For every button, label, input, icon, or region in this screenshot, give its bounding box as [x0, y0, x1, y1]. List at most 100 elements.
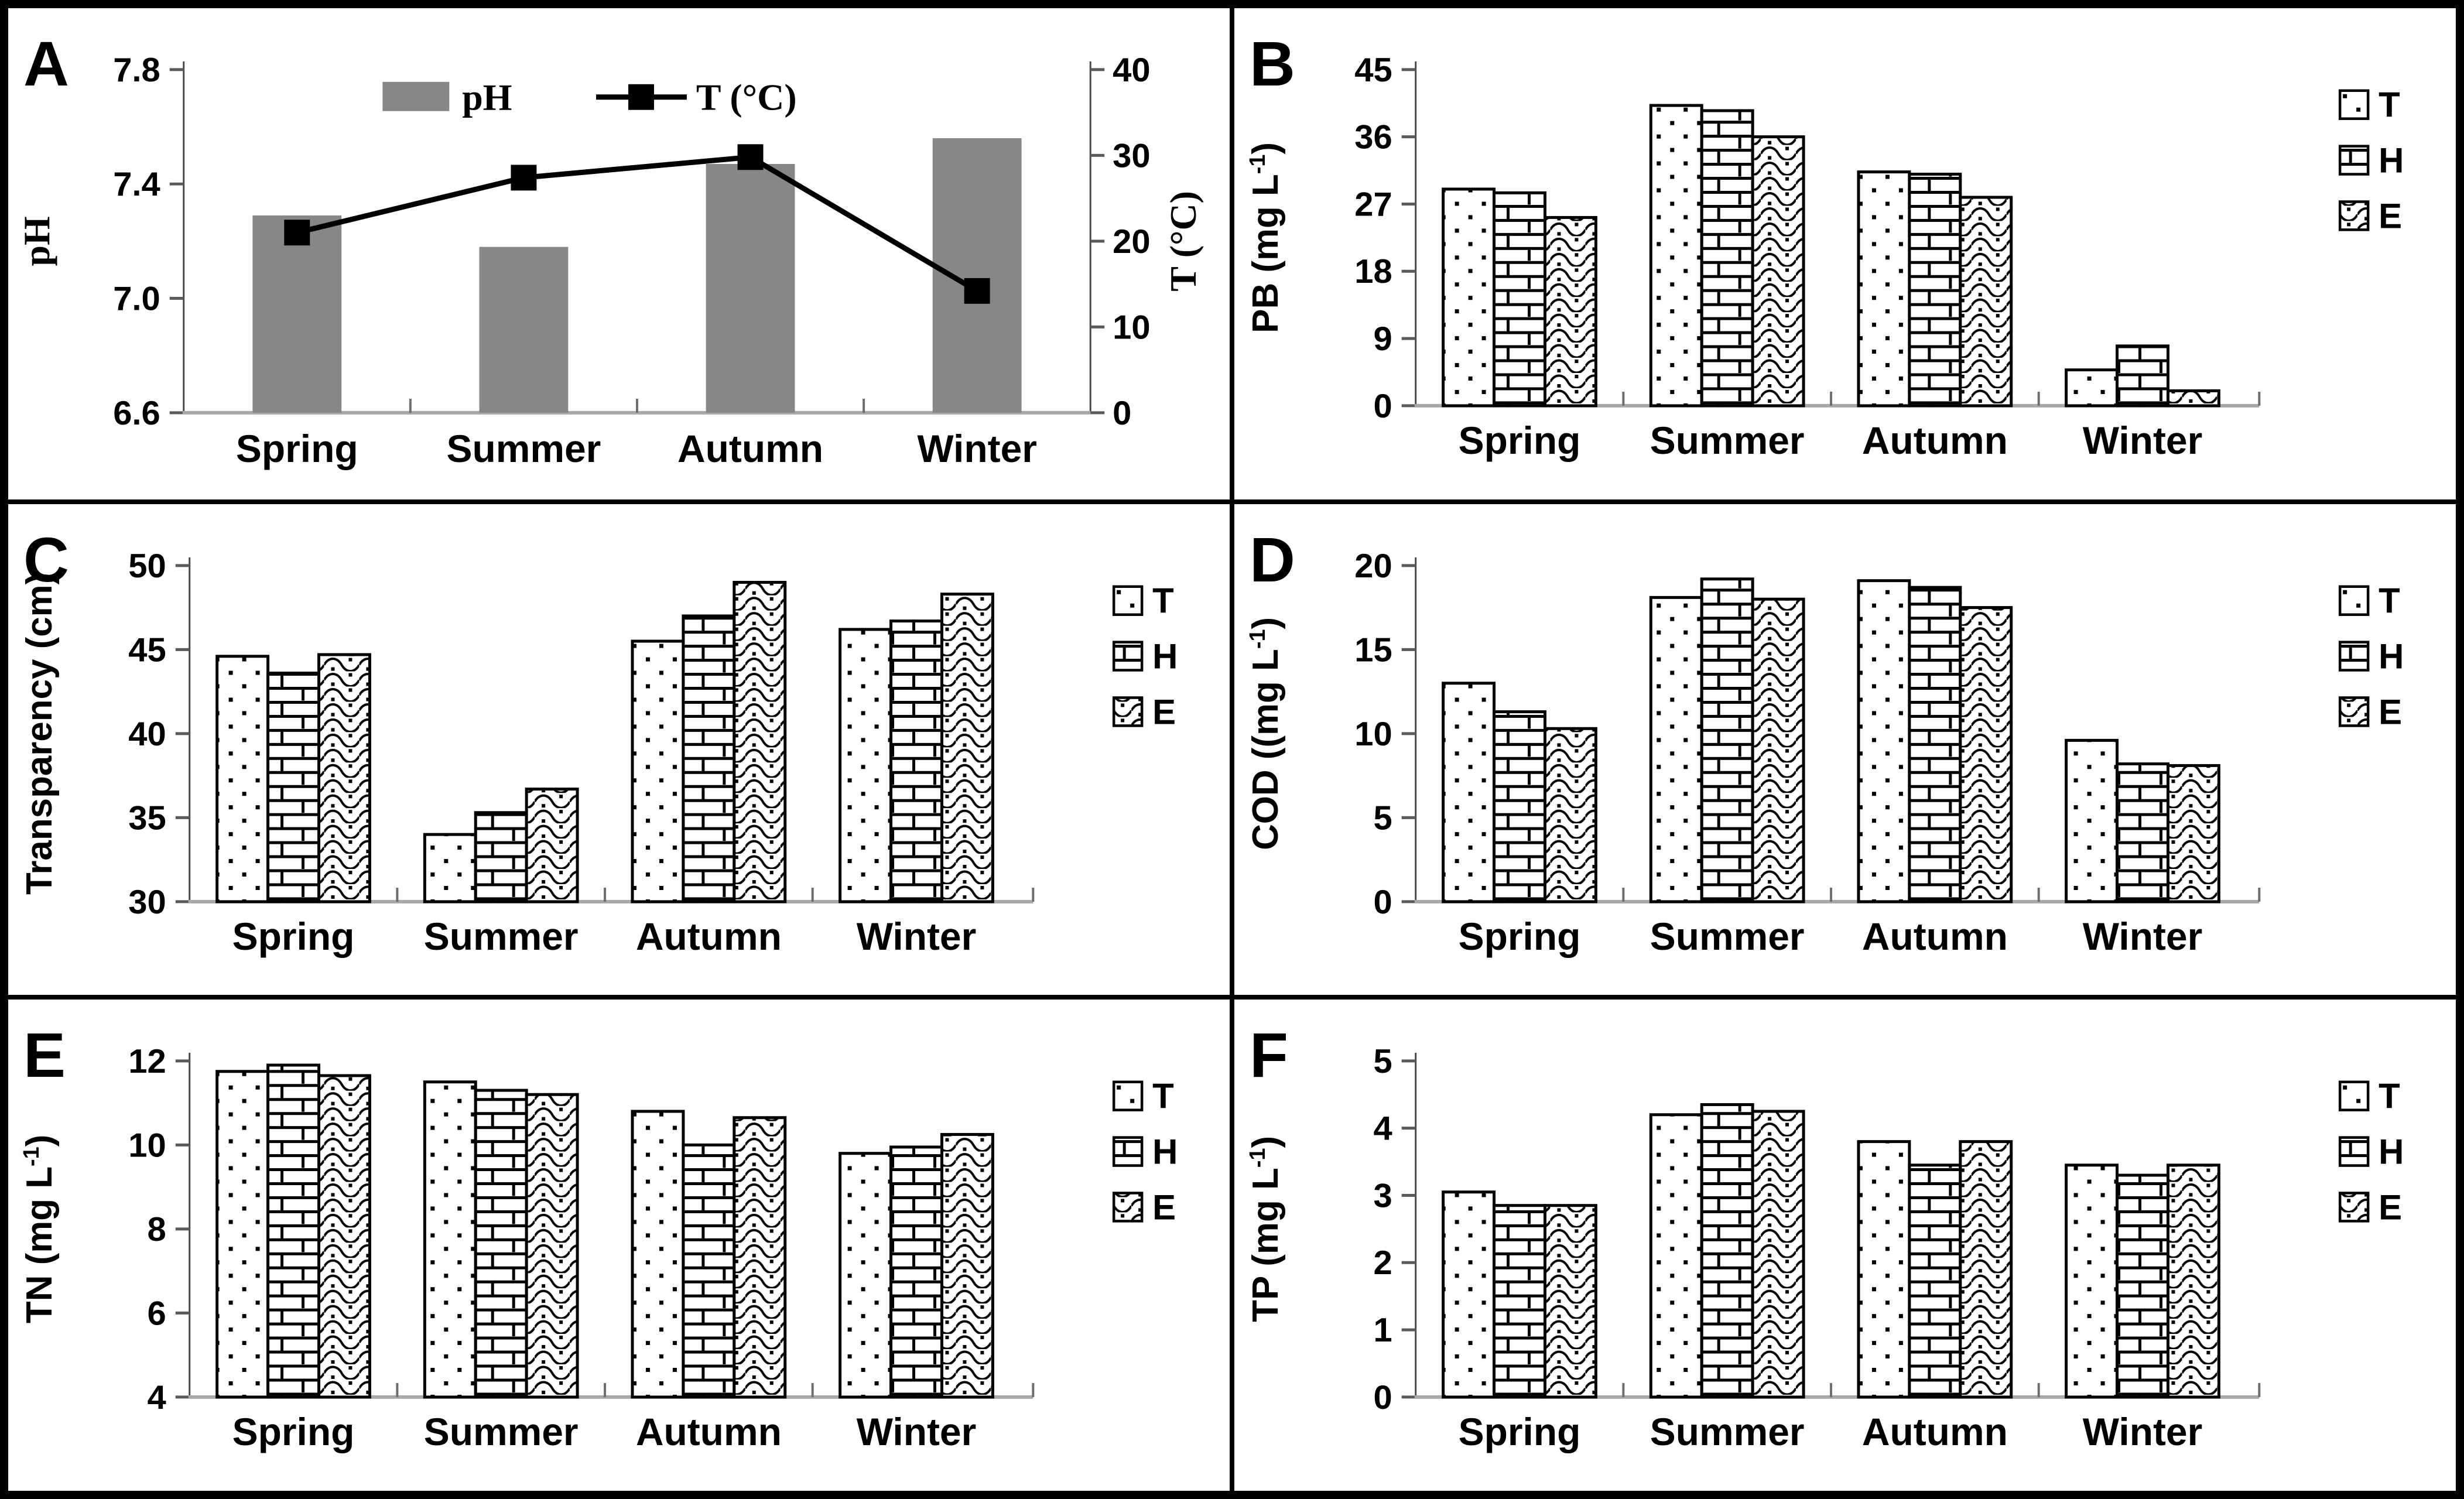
bar-pH-Spring [252, 215, 342, 413]
bar-E-Summer [1751, 1110, 1805, 1399]
bar-pH-Summer [479, 247, 569, 413]
y-tick-label: 0 [1374, 388, 1392, 425]
y-tick-label: 6 [148, 1295, 166, 1333]
y-tick-label: 35 [128, 799, 166, 837]
bar-T-Winter [839, 1152, 893, 1399]
bar-T-Spring [215, 654, 270, 903]
bar-E-Winter [2166, 389, 2220, 408]
panel-letter: F [1250, 1019, 1288, 1090]
y-tick-label: 4 [148, 1379, 166, 1416]
x-category-label: Winter [2083, 419, 2203, 462]
legend-label-H: H [1152, 636, 1178, 676]
left-tick-label: 6.6 [113, 395, 160, 432]
panel-a-chart: ApH T (°C) 6.6 7.0 7.4 7.8 0 10 20 30 40 Spring Summ… [16, 28, 1204, 470]
legend-swatch-E [2338, 200, 2370, 231]
bar-E-Winter [2166, 1163, 2220, 1399]
y-tick-label: 8 [148, 1211, 166, 1248]
x-category-label: Spring [1459, 419, 1581, 462]
y-axis-title: TP (mg L-1) [1245, 1136, 1286, 1322]
bar-H-Autumn [682, 1144, 736, 1399]
temperature-marker-Summer [511, 165, 537, 191]
right-tick-label: 10 [1113, 309, 1150, 346]
bar-H-Autumn [682, 614, 736, 903]
temperature-line [296, 154, 978, 293]
x-category-label: Winter [2083, 914, 2203, 957]
bar-T-Summer [423, 833, 477, 903]
legend-label-T: T [2379, 85, 2400, 125]
bar-E-Summer [1751, 597, 1805, 903]
x-category-label: Summer [424, 1410, 579, 1453]
legend-label-H: H [2379, 141, 2404, 180]
bar-E-Autumn [733, 580, 787, 903]
superscript: -1 [19, 1147, 44, 1167]
legend-label-T: T [1152, 581, 1174, 620]
legend-label-T: T [2379, 581, 2400, 620]
right-tick-label: 40 [1113, 52, 1150, 89]
legend-label-temperature: T (°C) [696, 77, 797, 118]
bar-E-Winter [940, 1133, 994, 1399]
bar-H-Summer [1700, 1103, 1754, 1399]
bar-H-Spring [266, 671, 320, 903]
bar-T-Autumn [631, 639, 685, 903]
bar-H-Summer [1700, 577, 1754, 903]
panel-c: C Transparency (cm) 30 35 40 45 50 Spring Summer… [8, 504, 1230, 995]
bar-T-Summer [1649, 596, 1703, 903]
panel-b: B PB (mg L-1) 0 9 18 27 36 45 Spring Summer Autumn… [1234, 8, 2456, 499]
x-category-label: Autumn [1862, 914, 2008, 957]
panel-letter: A [23, 28, 69, 99]
legend-swatch-T [2338, 1080, 2370, 1112]
x-category-label: Spring [236, 427, 358, 470]
legend-label-E: E [1152, 1188, 1176, 1227]
legend-swatch-H [1112, 641, 1144, 672]
bar-E-Spring [317, 653, 371, 903]
y-tick-label: 36 [1354, 119, 1392, 156]
temperature-marker-Spring [284, 220, 310, 246]
bar-H-Winter [2116, 762, 2169, 903]
legend-swatch-E [1112, 1192, 1144, 1223]
bar-H-Summer [1700, 109, 1754, 408]
legend-label-E: E [2379, 692, 2402, 731]
bar-E-Summer [525, 787, 579, 903]
bar-H-Summer [474, 810, 528, 903]
bar-T-Summer [423, 1080, 477, 1399]
y-axis-title-left: pH [16, 216, 57, 266]
bar-T-Winter [2065, 1163, 2119, 1399]
x-category-label: Summer [424, 914, 579, 957]
panel-letter: C [23, 523, 69, 594]
bar-E-Autumn [733, 1116, 787, 1399]
y-axis-title: TN (mg L-1) [19, 1135, 60, 1323]
bar-T-Autumn [631, 1110, 685, 1399]
bar-E-Winter [2166, 764, 2220, 903]
bar-T-Summer [1649, 1113, 1703, 1399]
y-tick-label: 3 [1374, 1178, 1392, 1215]
y-tick-label: 10 [1354, 716, 1392, 753]
bar-E-Spring [1543, 1204, 1597, 1399]
legend-swatch-H [1112, 1136, 1144, 1168]
bar-T-Winter [2065, 368, 2119, 408]
y-tick-label: 45 [128, 631, 166, 669]
right-tick-label: 30 [1113, 137, 1150, 174]
legend-swatch-E [2338, 696, 2370, 727]
legend-label-E: E [2379, 196, 2402, 235]
legend-label-E: E [2379, 1188, 2402, 1227]
x-category-label: Autumn [636, 1410, 782, 1453]
panel-e: E TN (mg L-1) 4 6 8 10 12 Spring Summer Autumn Win… [8, 1000, 1230, 1491]
bar-E-Autumn [1959, 196, 2013, 408]
legend-marker-temperature [628, 84, 654, 110]
left-tick-label: 7.0 [113, 280, 160, 318]
y-tick-label: 0 [1374, 1379, 1392, 1416]
legend-label-H: H [2379, 1132, 2404, 1172]
y-axis-title: Transparency (cm) [19, 572, 60, 894]
x-category-label: Winter [857, 914, 977, 957]
bar-E-Summer [1751, 135, 1805, 408]
y-tick-label: 20 [1354, 547, 1392, 584]
y-tick-label: 5 [1374, 1043, 1392, 1080]
y-tick-label: 40 [128, 716, 166, 753]
panel-f-chart: F TP (mg L-1) 0 1 2 3 4 5 Spring Summer Autumn Wint… [1245, 1019, 2404, 1453]
y-tick-label: 50 [128, 547, 166, 584]
legend-swatch-H [2338, 145, 2370, 176]
bar-H-Autumn [1908, 172, 1962, 408]
